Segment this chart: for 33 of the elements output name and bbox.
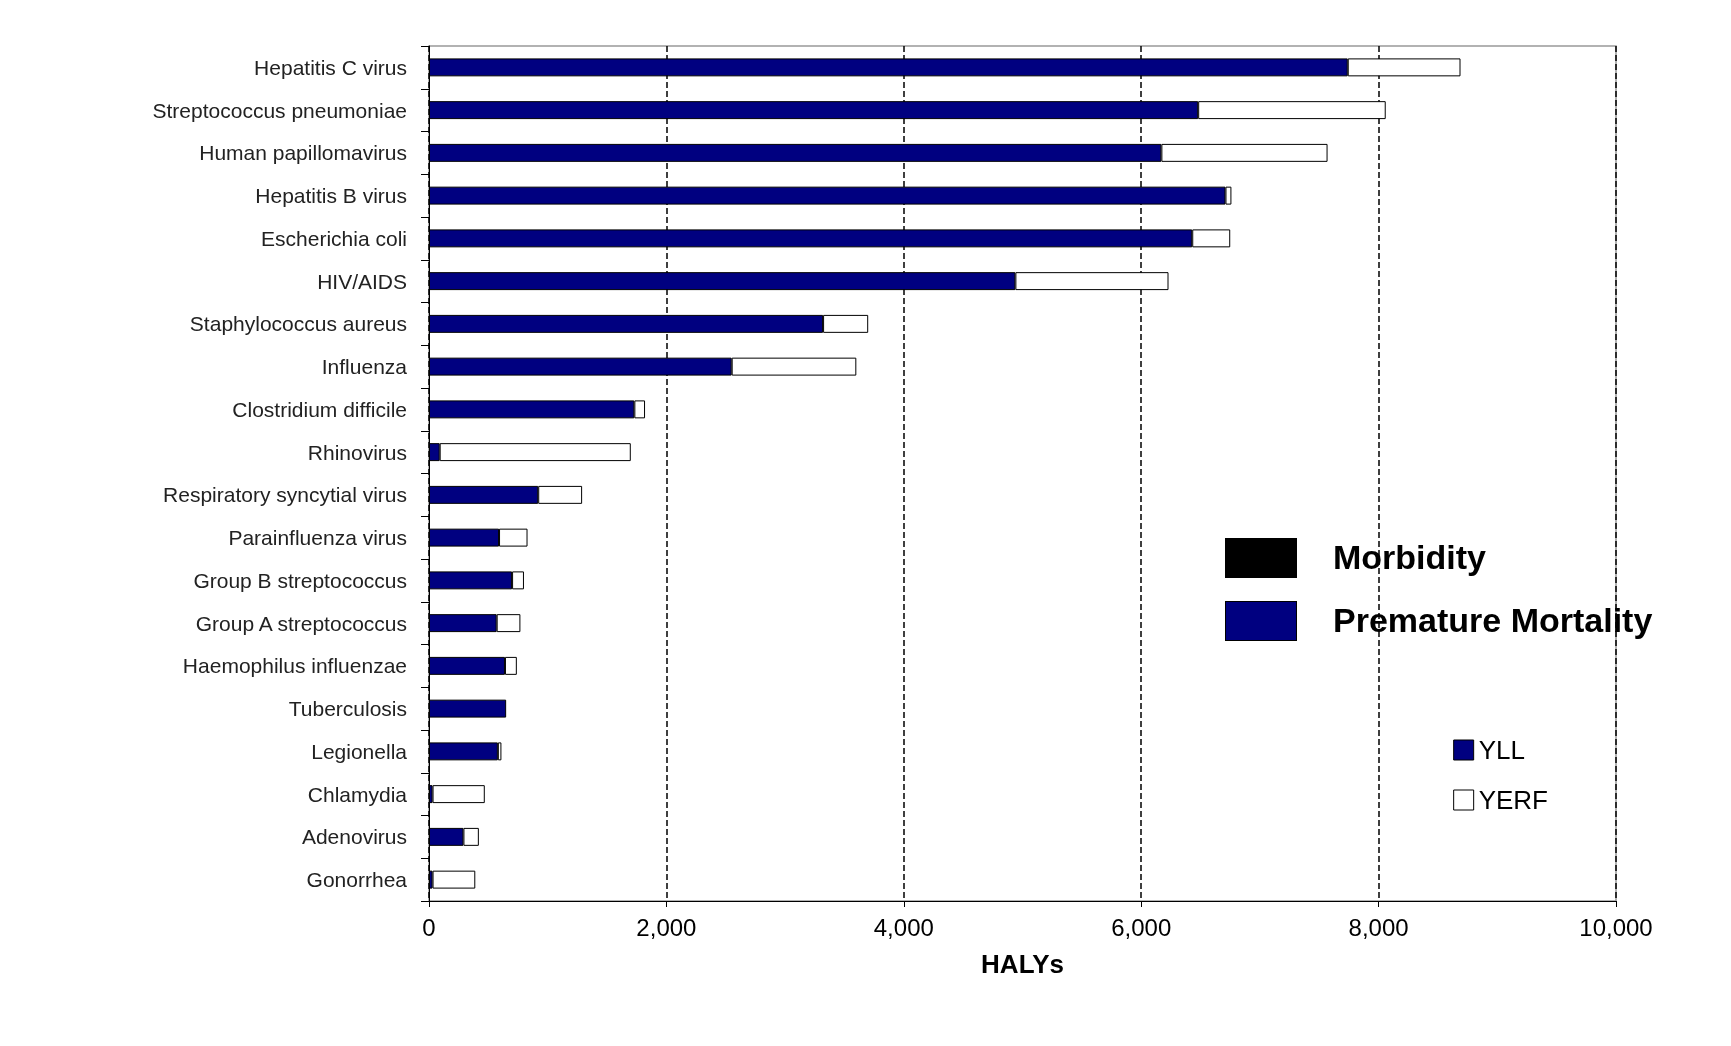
y-tick-label: Group B streptococcus xyxy=(193,568,407,592)
y-tick-label: Adenovirus xyxy=(301,825,407,849)
y-tick-label: Group A streptococcus xyxy=(195,611,407,635)
y-tick-label: HIV/AIDS xyxy=(317,269,407,293)
y-tick-label: Staphylococcus aureus xyxy=(189,312,407,336)
x-axis-title: HALYs xyxy=(981,949,1064,979)
x-tick-label: 6,000 xyxy=(1111,913,1172,941)
y-tick-label: Legionella xyxy=(311,739,408,763)
y-tick-label: Streptococcus pneumoniae xyxy=(152,98,407,122)
y-tick-label: Gonorrhea xyxy=(306,868,408,892)
annotation: Premature Mortality xyxy=(1333,601,1653,639)
x-tick-label: 0 xyxy=(422,913,436,941)
y-tick-label: Rhinovirus xyxy=(307,440,407,464)
y-tick-label: Hepatitis B virus xyxy=(255,184,407,208)
y-tick-label: Hepatitis C virus xyxy=(254,55,407,79)
legend-label: YERF xyxy=(1478,785,1548,815)
bar xyxy=(432,785,485,804)
y-tick-label: Human papillomavirus xyxy=(199,141,407,165)
y-tick-label: Parainfluenza virus xyxy=(228,526,407,550)
x-tick-label: 8,000 xyxy=(1348,913,1409,941)
x-tick-label: 10,000 xyxy=(1579,913,1653,941)
y-tick-label: Escherichia coli xyxy=(261,226,407,250)
y-tick-label: Influenza xyxy=(321,355,408,379)
y-tick-label: Tuberculosis xyxy=(288,697,407,721)
y-tick-label: Respiratory syncytial virus xyxy=(163,483,407,507)
y-tick-label: Chlamydia xyxy=(307,782,408,806)
y-tick-label: Haemophilus influenzae xyxy=(182,654,407,678)
bar xyxy=(432,870,476,889)
annotation: Morbidity xyxy=(1333,538,1487,576)
x-tick-label: 2,000 xyxy=(636,913,697,941)
x-tick-label: 4,000 xyxy=(873,913,934,941)
legend-label: YLL xyxy=(1478,735,1525,765)
y-tick-label: Clostridium difficile xyxy=(232,397,407,421)
